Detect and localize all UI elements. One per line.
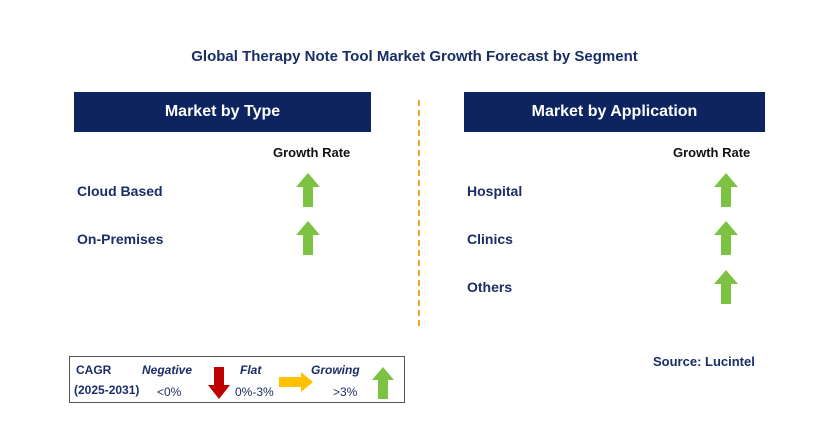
application-panel-header: Market by Application: [464, 92, 765, 132]
source-note: Source: Lucintel: [653, 354, 755, 369]
up-arrow-icon: [372, 367, 394, 399]
up-arrow-icon: [296, 173, 320, 207]
application-row-others: Others: [467, 279, 513, 295]
legend-negative-range: <0%: [157, 385, 182, 399]
legend-flat-range: 0%-3%: [235, 385, 274, 399]
legend-growing-range: >3%: [333, 385, 358, 399]
chart-title: Global Therapy Note Tool Market Growth F…: [191, 48, 638, 65]
cagr-legend: CAGR (2025-2031) Negative <0% Flat 0%-3%…: [69, 356, 405, 403]
type-row-cloud-based: Cloud Based: [77, 183, 163, 199]
legend-growing-label: Growing: [311, 363, 360, 377]
legend-negative-label: Negative: [142, 363, 193, 377]
application-row-hospital: Hospital: [467, 183, 523, 199]
up-arrow-icon: [296, 221, 320, 255]
panel-divider: [418, 100, 420, 326]
type-growth-rate-header: Growth Rate: [273, 145, 351, 160]
type-panel-header: Market by Type: [74, 92, 371, 132]
up-arrow-icon: [714, 221, 738, 255]
application-row-clinics: Clinics: [467, 231, 513, 247]
up-arrow-icon: [714, 173, 738, 207]
legend-period: (2025-2031): [74, 383, 140, 397]
right-arrow-icon: [279, 372, 313, 392]
down-arrow-icon: [208, 367, 230, 399]
legend-cagr-label: CAGR: [76, 363, 112, 377]
type-row-on-premises: On-Premises: [77, 231, 164, 247]
application-growth-rate-header: Growth Rate: [673, 145, 751, 160]
legend-flat-label: Flat: [240, 363, 262, 377]
up-arrow-icon: [714, 270, 738, 304]
